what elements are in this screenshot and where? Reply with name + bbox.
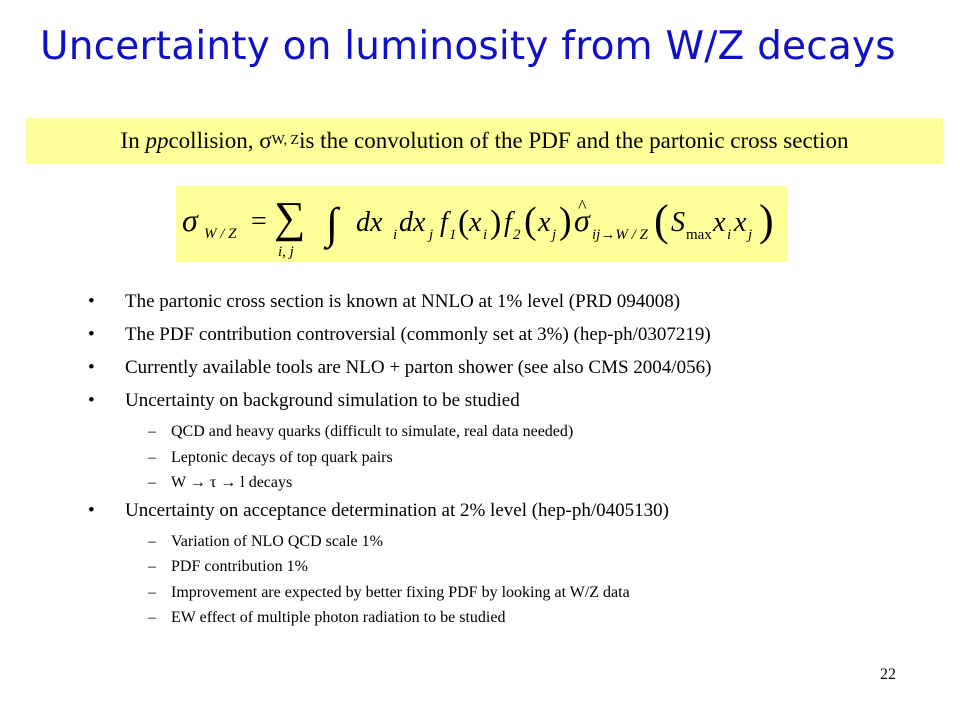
bullet-marker: •	[88, 324, 95, 345]
sub-bullet-item: – Leptonic decays of top quark pairs	[0, 449, 960, 475]
formula-sum-index: i, j	[278, 244, 294, 260]
sub-bullet-item: – QCD and heavy quarks (difficult to simu…	[0, 423, 960, 449]
banner-pp: pp	[145, 128, 169, 153]
svg-text:S: S	[671, 207, 685, 238]
bullet-marker: •	[88, 291, 95, 312]
sub-bullet-text: Improvement are expected by better fixin…	[171, 583, 630, 601]
svg-text:σ: σ	[574, 202, 591, 238]
bullet-text: Currently available tools are NLO + part…	[125, 357, 712, 378]
formula-sum: ∑	[274, 193, 305, 242]
bullet-text: Uncertainty on acceptance determination …	[125, 499, 669, 521]
svg-text:1: 1	[449, 227, 457, 243]
sub-bullet-marker: –	[148, 609, 156, 626]
sub-bullet-text: Variation of NLO QCD scale 1%	[171, 532, 383, 550]
bullet-item: • The partonic cross section is known at …	[0, 291, 960, 324]
svg-text:j: j	[550, 227, 556, 243]
banner-mid: collision,	[168, 128, 254, 153]
sub-bullet-item: – PDF contribution 1%	[0, 558, 960, 584]
svg-text:^: ^	[578, 196, 587, 216]
svg-text:dx: dx	[399, 207, 426, 238]
banner-suffix: is the convolution of the PDF and the pa…	[299, 128, 849, 153]
svg-text:dx: dx	[356, 207, 383, 238]
bullet-item: • Currently available tools are NLO + par…	[0, 357, 960, 390]
svg-text:2: 2	[513, 227, 521, 243]
sub-bullet-item: – Improvement are expected by better fixi…	[0, 584, 960, 610]
sub-bullet-marker: –	[148, 532, 156, 550]
definition-banner: In pp collision, σ W, Z is the convolutio…	[26, 118, 943, 164]
sub-bullet-marker: –	[148, 448, 156, 466]
formula-graphic: σ W / Z = ∑ i, j ∫ dx i dx j f 1 ( x i )…	[182, 193, 774, 260]
svg-text:max: max	[686, 227, 712, 243]
sub-bullet-text: W → τ → l decays	[171, 474, 293, 491]
slide-title: Uncertainty on luminosity from W/Z decay…	[40, 24, 896, 69]
svg-text:i: i	[483, 227, 487, 243]
svg-text:j: j	[746, 227, 752, 243]
formula-integral: ∫	[323, 199, 341, 250]
formula-body: dx i dx j f 1 ( x i ) f 2 ( x j ) σ ^ ij…	[356, 196, 774, 245]
sub-bullet-item: – W → τ → l decays	[0, 474, 960, 500]
svg-text:): )	[559, 200, 572, 242]
sub-bullet-item: – EW effect of multiple photon radiation …	[0, 609, 960, 635]
sub-bullet-text: PDF contribution 1%	[171, 558, 308, 575]
sub-bullet-item: – Variation of NLO QCD scale 1%	[0, 533, 960, 559]
sub-bullet-text: EW effect of multiple photon radiation t…	[171, 609, 506, 626]
svg-text:i: i	[393, 227, 397, 243]
svg-text:ij→W / Z: ij→W / Z	[592, 227, 648, 243]
svg-text:x: x	[537, 207, 551, 238]
bullet-item: • Uncertainty on background simulation to…	[0, 390, 960, 423]
svg-text:x: x	[733, 207, 747, 238]
bullet-text: The partonic cross section is known at N…	[125, 291, 681, 312]
svg-text:x: x	[712, 207, 726, 238]
formula-lhs-subscript: W / Z	[204, 226, 237, 242]
bullet-marker: •	[88, 499, 95, 521]
svg-text:(: (	[458, 204, 469, 241]
svg-text:): )	[490, 204, 501, 241]
page-number: 22	[880, 666, 896, 683]
bullet-list: • The partonic cross section is known at …	[0, 291, 960, 635]
svg-text:x: x	[468, 207, 482, 238]
bullet-item: • The PDF contribution controversial (com…	[0, 324, 960, 357]
sub-bullet-text: QCD and heavy quarks (difficult to simul…	[171, 423, 574, 440]
svg-text:i: i	[727, 227, 731, 243]
bullet-item: • Uncertainty on acceptance determination…	[0, 500, 960, 533]
banner-sigma-subscript: W, Z	[271, 133, 300, 148]
bullet-marker: •	[88, 390, 95, 411]
sub-bullet-marker: –	[148, 474, 156, 491]
formula-lhs-sigma: σ	[182, 202, 199, 238]
formula-equals: =	[251, 206, 267, 237]
svg-text:(: (	[654, 196, 669, 245]
sub-bullet-marker: –	[148, 583, 156, 601]
bullet-text: Uncertainty on background simulation to …	[125, 390, 520, 411]
banner-sigma: σ	[259, 128, 272, 153]
svg-text:f: f	[440, 207, 451, 238]
banner-prefix: In	[120, 128, 140, 153]
svg-text:): )	[759, 196, 774, 245]
cross-section-formula: σ W / Z = ∑ i, j ∫ dx i dx j f 1 ( x i )…	[176, 186, 788, 262]
svg-text:f: f	[504, 207, 515, 238]
sub-bullet-marker: –	[148, 423, 156, 440]
svg-text:(: (	[524, 200, 537, 242]
svg-text:j: j	[427, 227, 433, 243]
sub-bullet-marker: –	[148, 558, 156, 575]
bullet-text: The PDF contribution controversial (comm…	[125, 324, 711, 345]
bullet-marker: •	[88, 357, 95, 378]
sub-bullet-text: Leptonic decays of top quark pairs	[171, 448, 393, 466]
